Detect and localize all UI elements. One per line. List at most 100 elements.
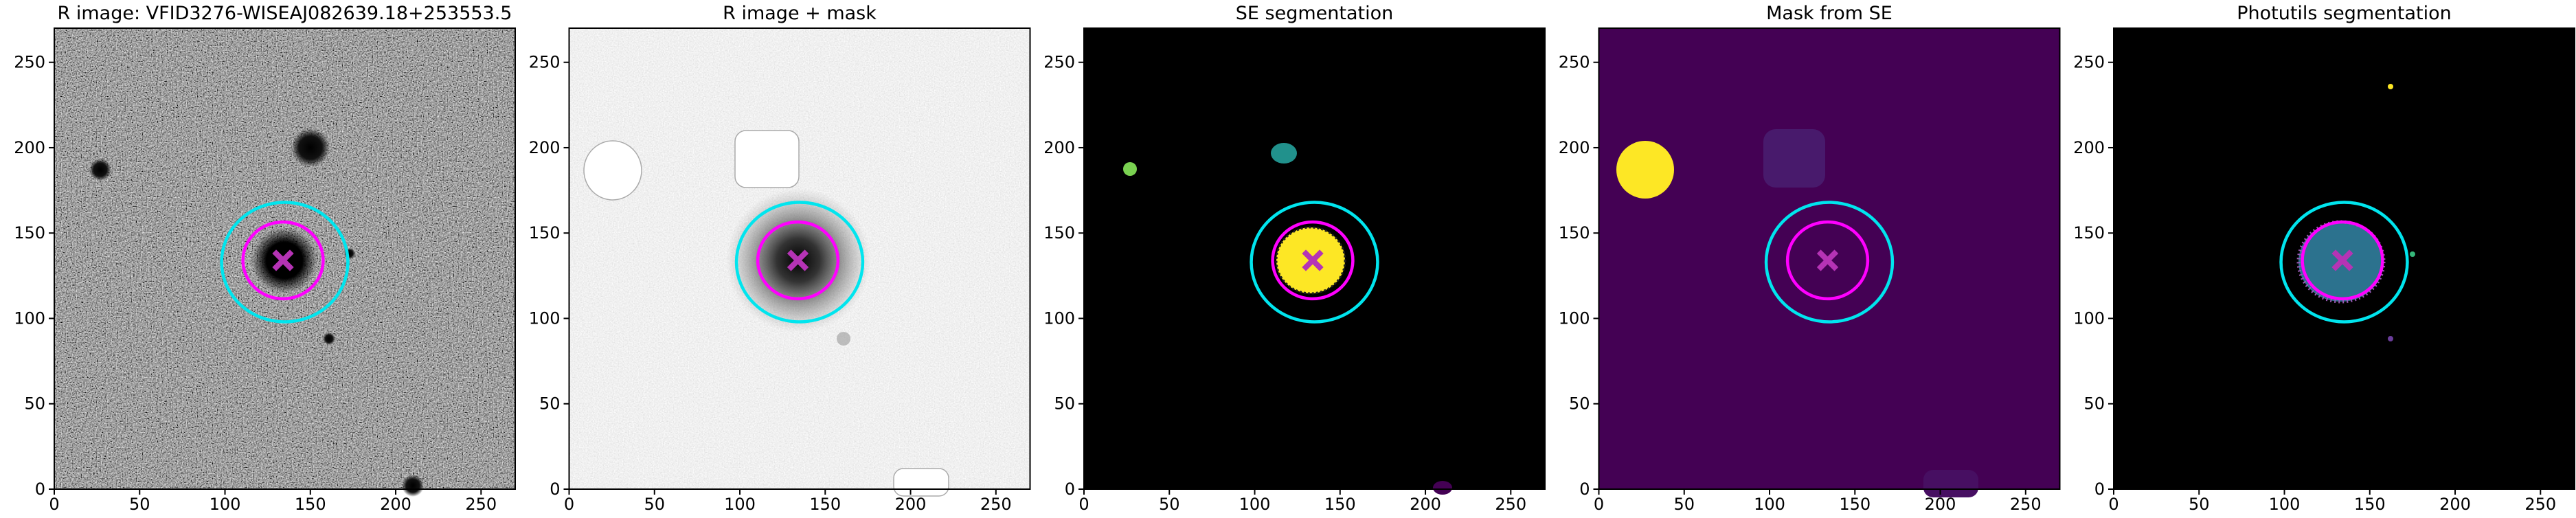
y-tick-label: 250 [2073,53,2105,72]
x-tick-label: 100 [1239,495,1271,514]
x-tick-label: 250 [465,495,497,514]
y-tick-label: 50 [2083,394,2105,414]
source [402,475,424,497]
y-tick-label: 150 [2073,223,2105,243]
y-tick-label: 150 [529,223,561,243]
x-tick-label: 200 [1410,495,1441,514]
y-tick-label: 50 [24,394,45,414]
panel: 0 50 100 150 200 250 0 50 100 150 200 250 Mask from … [1559,3,2061,514]
x-tick-label: 150 [809,495,841,514]
x-tick-label: 50 [129,495,150,514]
y-tick-label: 0 [1065,480,1075,499]
x-tick-label: 150 [1324,495,1356,514]
x-tick-label: 0 [49,495,59,514]
y-tick-label: 50 [539,394,561,414]
segment [2410,251,2415,257]
source [89,159,111,181]
mask-region [734,130,800,188]
x-tick-label: 200 [1925,495,1956,514]
aperture [2279,201,2409,324]
mask-region [1616,141,1674,199]
source [323,333,335,345]
y-tick-label: 250 [529,53,561,72]
segment [1123,162,1137,176]
x-tick-label: 200 [380,495,411,514]
y-tick-label: 250 [1043,53,1075,72]
y-tick-label: 200 [1559,138,1590,157]
y-tick-label: 200 [2073,138,2105,157]
y-tick-label: 100 [1043,308,1075,328]
x-tick-label: 100 [1754,495,1785,514]
aperture [734,201,865,324]
y-tick-label: 100 [14,308,45,328]
panel: 0 50 100 150 200 250 0 50 100 150 200 250 Photutils … [2073,3,2575,514]
y-tick-label: 100 [1559,308,1590,328]
x-tick-label: 150 [295,495,326,514]
panel-title: SE segmentation [1236,3,1393,24]
x-tick-label: 200 [895,495,927,514]
y-tick-label: 0 [1579,480,1590,499]
panel-title: R image + mask [723,3,877,24]
aperture [1250,201,1379,324]
x-tick-label: 250 [2010,495,2042,514]
center-marker [1816,249,1839,271]
x-tick-label: 150 [2354,495,2386,514]
axes-frame [1083,27,1546,490]
aperture [220,201,350,324]
y-tick-label: 200 [14,138,45,157]
x-tick-label: 100 [210,495,241,514]
x-tick-label: 200 [2439,495,2471,514]
x-tick-label: 50 [2189,495,2210,514]
y-tick-label: 150 [1043,223,1075,243]
mask-region [583,140,642,201]
aperture [2301,220,2384,301]
panel-title: Mask from SE [1766,3,1893,24]
axes-frame [54,27,516,490]
center-marker [1302,249,1324,271]
segment [2388,336,2393,341]
y-tick-label: 150 [14,223,45,243]
y-tick-label: 250 [1559,53,1590,72]
y-tick-label: 100 [2073,308,2105,328]
x-tick-label: 250 [2524,495,2556,514]
y-tick-label: 200 [1043,138,1075,157]
segment [1433,481,1452,495]
y-tick-label: 0 [2094,480,2105,499]
x-tick-label: 0 [2108,495,2119,514]
panel-title: Photutils segmentation [2237,3,2452,24]
y-tick-label: 200 [529,138,561,157]
segment [2388,84,2393,89]
aperture [756,220,840,301]
x-tick-label: 250 [980,495,1012,514]
center-marker [787,249,809,271]
source [291,128,330,167]
y-tick-label: 250 [14,53,45,72]
x-tick-label: 0 [564,495,574,514]
x-tick-label: 0 [1078,495,1089,514]
aperture [1271,220,1355,301]
x-tick-label: 100 [724,495,756,514]
segment [1271,143,1297,164]
x-tick-label: 50 [1673,495,1695,514]
panel: 0 50 100 150 200 250 0 50 100 150 200 250 R image: V… [14,3,516,514]
y-tick-label: 50 [1054,394,1075,414]
x-tick-label: 50 [1159,495,1180,514]
y-tick-label: 150 [1559,223,1590,243]
panel: 0 50 100 150 200 250 0 50 100 150 200 250 SE segment… [1043,3,1546,514]
panel: 0 50 100 150 200 250 0 50 100 150 200 250 R image + … [529,3,1031,514]
y-tick-label: 0 [550,480,560,499]
x-tick-label: 50 [644,495,665,514]
x-tick-label: 0 [1594,495,1604,514]
axes-frame [2113,27,2575,490]
y-tick-label: 100 [529,308,561,328]
aperture [241,220,325,301]
center-marker [2331,249,2353,271]
y-tick-label: 50 [1569,394,1590,414]
x-tick-label: 250 [1495,495,1526,514]
axes-layer: 0 50 100 150 200 250 0 50 100 150 200 250 R image: V… [14,3,2575,514]
panel-title: R image: VFID3276-WISEAJ082639.18+253553… [58,3,512,24]
source [837,332,850,346]
mask-region [1923,470,1978,497]
x-tick-label: 150 [1839,495,1871,514]
